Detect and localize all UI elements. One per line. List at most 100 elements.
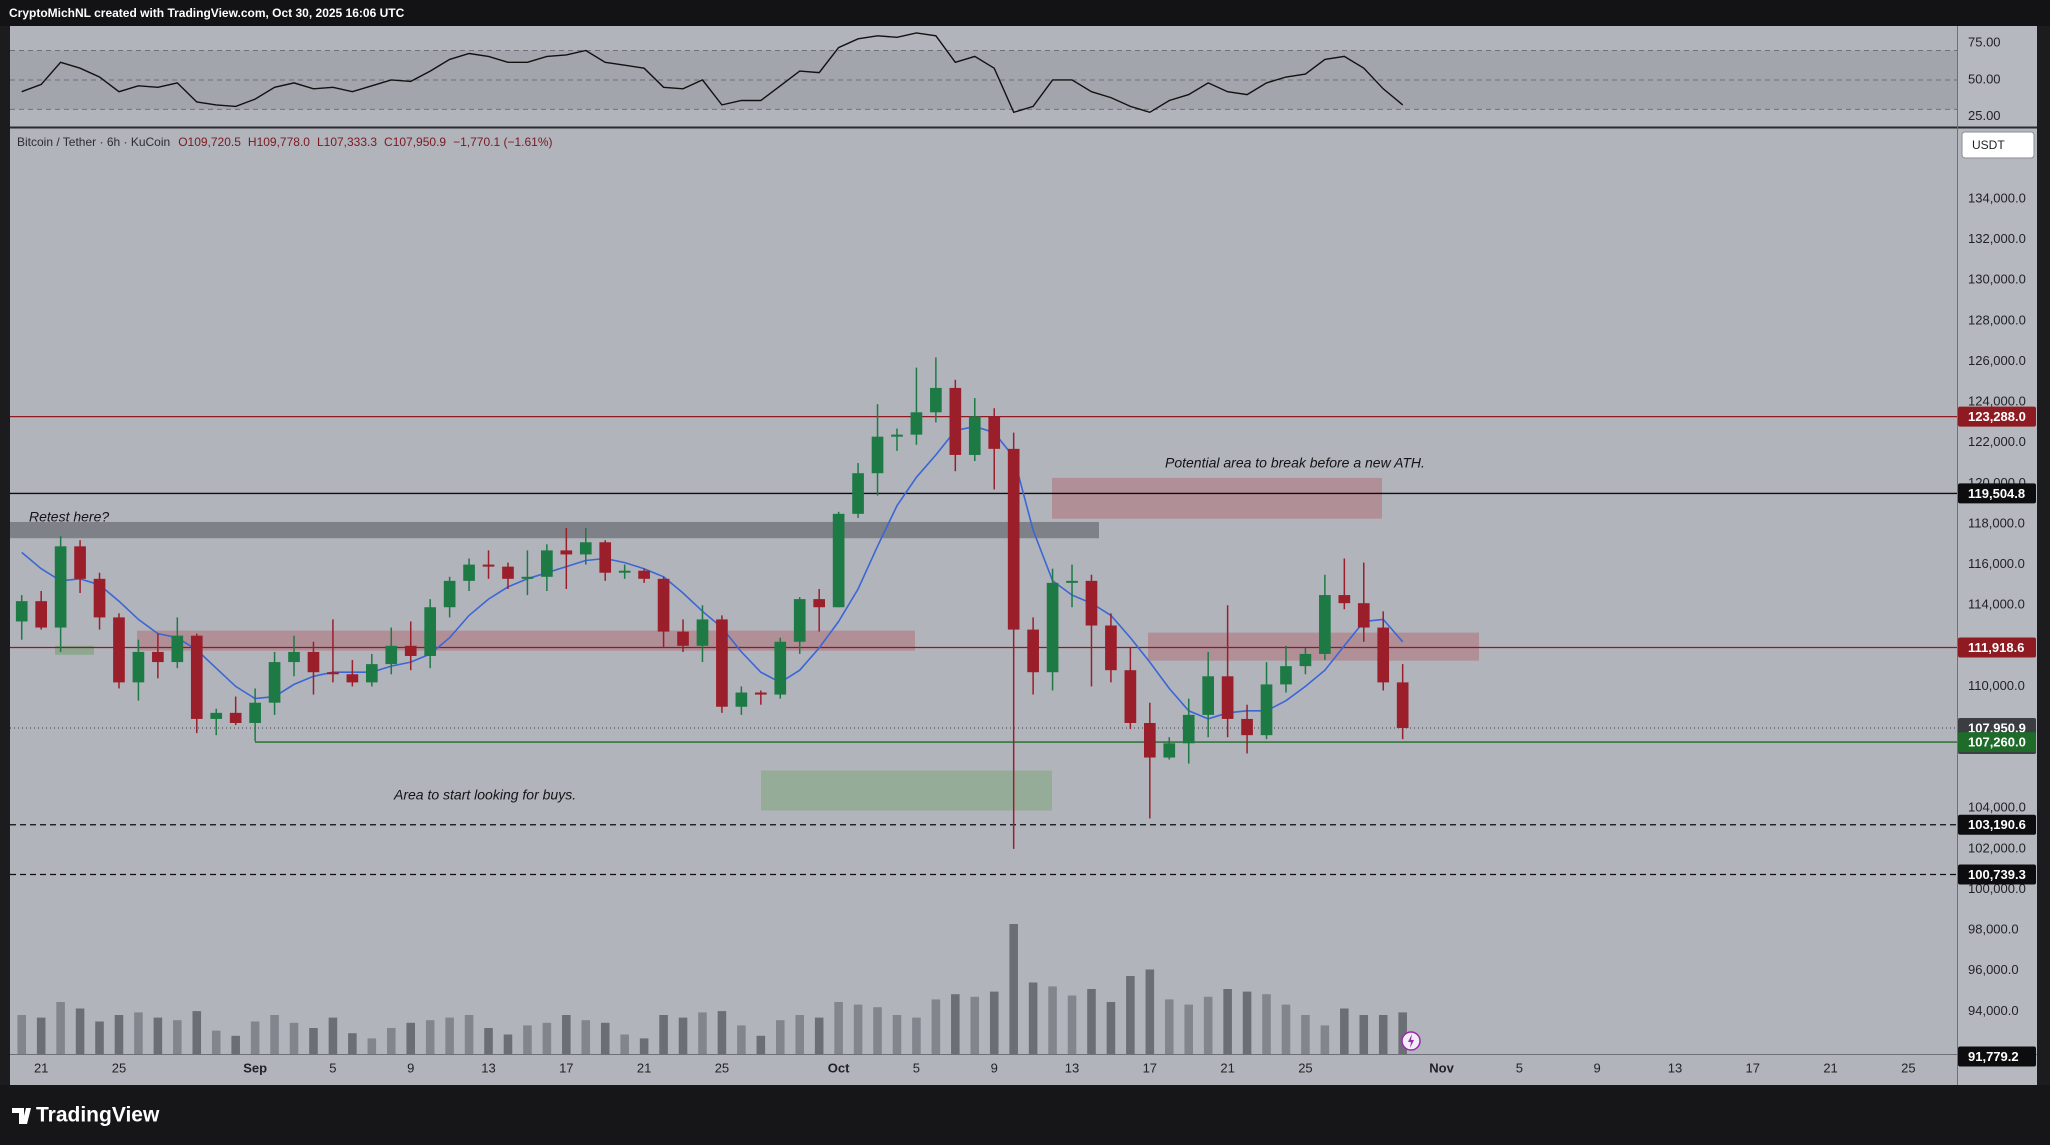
volume-bar [367, 1038, 377, 1054]
candle-body [113, 617, 125, 683]
volume-bar [970, 996, 980, 1054]
volume-bar [834, 1002, 843, 1054]
x-tick-label: 25 [715, 1060, 729, 1075]
candle-body [1377, 627, 1390, 683]
volume-bar [231, 1035, 240, 1054]
candle-body [1027, 629, 1039, 673]
volume-bar [192, 1011, 202, 1054]
volume-bar [1106, 1002, 1116, 1054]
candle-body [1066, 580, 1078, 583]
candle-body [502, 566, 514, 579]
x-tick-label: 21 [34, 1060, 48, 1075]
volume-bar [1126, 976, 1135, 1054]
volume-bar [75, 1008, 85, 1054]
candle-body [1299, 653, 1312, 667]
candle-body [288, 651, 300, 663]
annotation: Area to start looking for buys. [393, 787, 576, 803]
volume-bar [425, 1020, 435, 1054]
y-tick-label: 130,000.0 [1968, 272, 2026, 287]
candle-body [696, 619, 709, 646]
volume-bar [309, 1028, 318, 1054]
annotation: Potential area to break before a new ATH… [1165, 455, 1425, 471]
alert-icon-glyph [1408, 1034, 1414, 1048]
candle-body [152, 651, 164, 663]
y-tick-label: 126,000.0 [1968, 353, 2026, 368]
y-tick-label: 94,000.0 [1968, 1003, 2019, 1018]
volume-bar [717, 1011, 727, 1054]
candle-body [210, 712, 223, 719]
candle-body [1182, 714, 1195, 744]
candle-body [541, 550, 553, 577]
candle-body [443, 580, 456, 608]
y-tick-label: 96,000.0 [1968, 962, 2019, 977]
y-tick-label: 102,000.0 [1968, 840, 2026, 855]
legend-value: H109,778.0 [248, 135, 310, 149]
candle-body [132, 651, 145, 683]
candle-body [638, 570, 650, 579]
candle-body [988, 416, 1001, 449]
x-tick-label: 13 [481, 1060, 495, 1075]
legend-value: −1,770.1 (−1.61%) [453, 135, 552, 149]
x-tick-label: 21 [637, 1060, 651, 1075]
volume-bar [17, 1015, 27, 1054]
volume-bar [386, 1028, 396, 1054]
chart-panel [10, 26, 2037, 1085]
volume-bar [1320, 1025, 1330, 1054]
candle-body [930, 387, 942, 413]
candle-body [677, 631, 689, 646]
volume-bar [114, 1015, 124, 1054]
price-label-box [1958, 1046, 2036, 1067]
price-label: 100,739.3 [1968, 867, 2026, 882]
candle-body [716, 619, 728, 707]
annotation: Retest here? [29, 509, 109, 525]
candle-body [1260, 684, 1273, 736]
volume-bar [348, 1033, 357, 1054]
candle-body [346, 674, 359, 683]
x-tick-label: 9 [1594, 1060, 1601, 1075]
candle-body [1357, 603, 1370, 628]
price-axis [1957, 26, 2037, 1085]
volume-bar [56, 1002, 65, 1054]
volume-bar [445, 1017, 454, 1054]
volume-bar [1262, 994, 1271, 1054]
price-label: 107,260.0 [1968, 735, 2026, 750]
x-tick-label: 25 [1901, 1060, 1915, 1075]
price-label-box [1958, 864, 2036, 885]
volume-bar [1203, 996, 1213, 1054]
x-tick-label: Oct [828, 1060, 850, 1075]
price-label: 103,190.6 [1968, 817, 2026, 832]
volume-bar [1242, 991, 1252, 1054]
candle-body [1105, 625, 1117, 671]
volume-bar [153, 1017, 163, 1054]
candle-body [15, 601, 28, 622]
volume-bar [289, 1022, 299, 1054]
y-tick-label: 110,000.0 [1968, 678, 2025, 693]
legend-value: O109,720.5 [178, 135, 241, 149]
candle-body [171, 635, 184, 663]
price-label-box [1958, 406, 2036, 427]
x-tick-label: Nov [1429, 1060, 1454, 1075]
volume-bar [134, 1012, 143, 1054]
x-tick-label: Sep [243, 1060, 267, 1075]
candle-body [657, 578, 670, 632]
volume-bar [562, 1015, 571, 1054]
x-tick-label: 13 [1668, 1060, 1682, 1075]
volume-bar [95, 1021, 104, 1054]
volume-bar [503, 1034, 513, 1054]
brand-logo [12, 1108, 31, 1124]
candle-body [832, 513, 845, 608]
candle-body [579, 542, 592, 555]
price-label-box [1958, 732, 2036, 753]
candle-body [249, 702, 261, 723]
volume-bar [1145, 969, 1155, 1054]
candle-body [385, 645, 398, 665]
candle-body [1221, 676, 1234, 719]
volume-bar [951, 994, 960, 1054]
currency-button[interactable] [1961, 131, 2035, 159]
x-tick-label: 9 [407, 1060, 414, 1075]
candle-body [735, 692, 748, 707]
price-label: 107,950.9 [1968, 720, 2026, 735]
candle-body [891, 434, 903, 437]
footer-bar [0, 1085, 2050, 1145]
